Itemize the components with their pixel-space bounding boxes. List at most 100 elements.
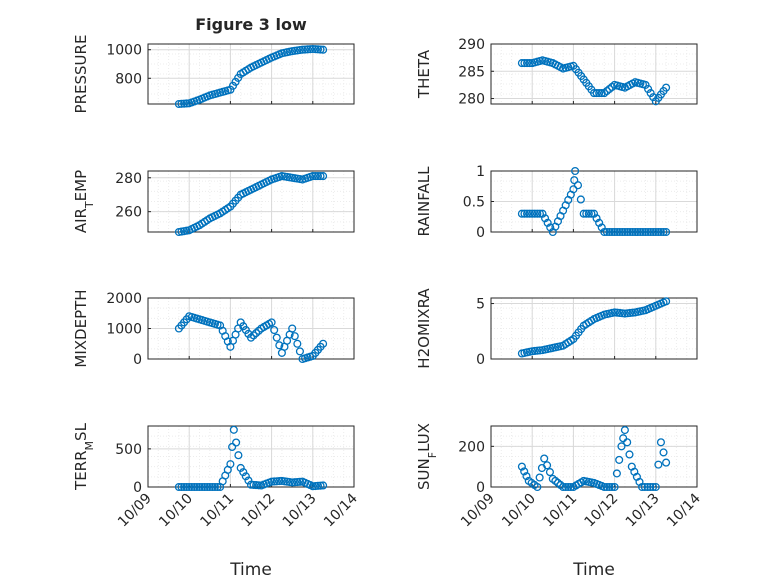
data-point [589, 209, 599, 218]
data-point [308, 482, 317, 491]
data-point [239, 468, 248, 477]
y-tick-label: 290 [458, 37, 485, 53]
data-point [275, 477, 284, 486]
data-point [617, 442, 626, 451]
panel-pressure: 800 1000 PRESSURE [72, 35, 355, 113]
data-point [605, 227, 614, 237]
data-point [303, 45, 312, 54]
data-point [595, 218, 604, 227]
data-point [517, 209, 526, 218]
data-point [607, 482, 617, 492]
data-point [182, 99, 191, 108]
data-point [288, 478, 297, 487]
data-point [308, 172, 317, 181]
y-tick-label: 260 [115, 205, 142, 221]
y-axis-label: THETA [415, 49, 433, 99]
panel-air_temp: 260 280 AIRTEMP [72, 170, 355, 237]
data-point [571, 166, 580, 176]
y-tick-label: 1000 [106, 43, 142, 59]
data-point [587, 209, 596, 218]
data-point [533, 209, 542, 218]
data-point [316, 45, 325, 54]
data-point [638, 482, 647, 492]
x-tick-label: 10/13 [280, 491, 320, 531]
data-point [229, 425, 238, 434]
data-point [319, 45, 328, 54]
panel-mixdepth: 0 1000 2000 MIXDEPTH [72, 289, 355, 368]
data-point [610, 227, 619, 237]
data-point [561, 482, 570, 492]
data-point [662, 458, 671, 467]
y-axis-label: AIRTEMP [72, 170, 96, 233]
x-tick-label: 10/09 [115, 491, 155, 531]
data-point [290, 332, 299, 341]
data-point [579, 209, 588, 218]
x-axis-label-left: Time [229, 560, 272, 580]
data-point [597, 223, 606, 232]
y-tick-label: 0 [476, 480, 485, 496]
y-tick-label: 200 [458, 439, 485, 455]
data-point [636, 227, 645, 237]
y-tick-label: 5 [476, 297, 485, 313]
data-point [293, 339, 302, 348]
y-tick-label: 1 [476, 164, 485, 180]
data-point [520, 59, 529, 68]
data-point [613, 308, 622, 317]
data-point [249, 331, 258, 340]
data-point [520, 467, 529, 476]
data-point [540, 454, 549, 463]
data-point [538, 209, 547, 218]
data-point [522, 59, 532, 68]
data-point [659, 227, 668, 237]
y-tick-label: 285 [458, 64, 485, 80]
data-point [595, 89, 604, 98]
data-point [566, 482, 575, 492]
data-point [651, 482, 660, 492]
panel-sun_flux: 0 200 10/09 10/10 10/11 10/12 10/13 10/14 SUNFLU… [415, 423, 704, 530]
data-point [203, 482, 212, 492]
x-tick-label: 10/13 [623, 491, 663, 531]
data-point [270, 477, 279, 486]
data-point [234, 451, 243, 460]
data-point [182, 482, 191, 492]
data-point [546, 223, 555, 232]
data-point [646, 89, 655, 98]
data-point [272, 333, 281, 342]
data-point [625, 227, 635, 237]
data-point [576, 195, 585, 204]
data-point [180, 99, 189, 108]
y-axis-label: RAINFALL [415, 166, 433, 237]
data-point [293, 477, 302, 487]
data-point [246, 480, 256, 489]
data-point [582, 209, 591, 218]
data-point [619, 434, 628, 443]
data-point [618, 227, 627, 237]
data-point [522, 472, 531, 481]
data-point [288, 324, 297, 333]
data-point [625, 450, 634, 459]
data-point [528, 209, 537, 218]
data-point [570, 176, 579, 185]
data-point [241, 472, 250, 481]
data-point [190, 482, 199, 492]
x-tick-label: 10/12 [239, 491, 279, 531]
x-axis-label-right: Time [572, 560, 615, 580]
data-point [641, 227, 650, 237]
axes-box [147, 43, 355, 105]
data-point [649, 93, 658, 102]
panel-theta: 280 285 290 THETA [415, 37, 698, 108]
data-point [559, 482, 568, 492]
data-point [620, 227, 629, 237]
data-point [541, 214, 550, 223]
data-point [656, 438, 665, 447]
data-point [319, 172, 328, 181]
data-point [210, 482, 220, 492]
y-tick-label: 800 [115, 71, 142, 87]
data-point [545, 468, 554, 477]
data-point [640, 482, 649, 492]
data-point [643, 482, 652, 492]
y-tick-label: 0 [133, 480, 142, 496]
data-point [316, 172, 325, 181]
y-tick-label: 500 [115, 442, 142, 458]
